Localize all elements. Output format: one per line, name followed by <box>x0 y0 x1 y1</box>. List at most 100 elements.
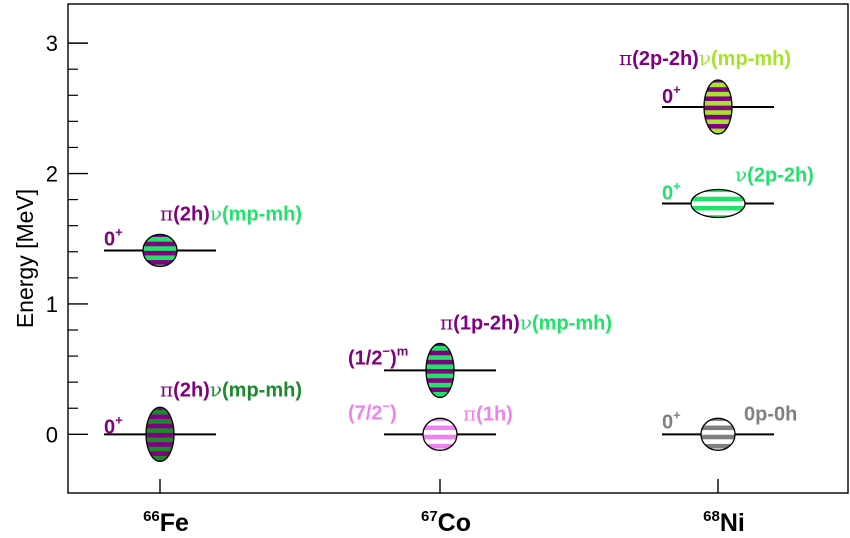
stripe <box>691 205 745 211</box>
stripe <box>704 96 732 102</box>
config-label: π(1h) <box>463 401 513 425</box>
spin-label: 0+ <box>662 82 681 108</box>
stripe <box>426 387 454 393</box>
stripe <box>146 407 174 411</box>
stripe <box>146 455 174 461</box>
stripe <box>146 414 174 420</box>
y-tick-label: 3 <box>46 31 58 56</box>
stripe <box>691 210 745 216</box>
state-ellipse-stripes <box>426 343 454 398</box>
stripe <box>146 428 174 434</box>
stripe <box>146 442 174 448</box>
stripe <box>701 443 735 449</box>
stripe <box>146 423 174 429</box>
stripe <box>146 419 174 425</box>
stripe <box>423 430 457 436</box>
stripe <box>691 196 745 202</box>
stripe <box>704 119 732 125</box>
stripe <box>704 101 732 106</box>
state-ellipse <box>703 79 733 135</box>
config-label: ν(2p-2h) <box>735 163 814 187</box>
config-label: π(1p-2h)ν(mp-mh) <box>440 310 612 334</box>
stripe <box>143 255 177 261</box>
stripe <box>143 234 177 238</box>
state-ellipse-stripes <box>704 80 732 135</box>
stripe <box>426 369 454 374</box>
config-label: π(2p-2h)ν(mp-mh) <box>619 46 791 70</box>
stripe <box>143 264 177 267</box>
stripe <box>701 448 735 451</box>
stripe <box>423 434 457 440</box>
state-ellipse <box>425 342 455 399</box>
config-label: π(2h)ν(mp-mh) <box>160 377 302 401</box>
stripe <box>691 201 745 207</box>
x-category-label: 68Ni <box>703 508 745 537</box>
y-axis-label: Energy [MeV] <box>12 189 38 328</box>
state-ellipse <box>700 417 736 451</box>
stripe <box>143 246 177 252</box>
stripe <box>146 432 174 438</box>
stripe <box>691 189 745 193</box>
stripe <box>426 355 454 361</box>
stripe <box>691 215 745 218</box>
stripe <box>704 82 732 88</box>
stripe <box>426 378 454 384</box>
state-ellipse-stripes <box>423 418 457 451</box>
stripe <box>143 250 177 256</box>
stripe <box>704 87 732 93</box>
stripe <box>423 425 457 431</box>
stripe <box>146 437 174 443</box>
spin-label: 0+ <box>662 179 681 205</box>
stripe <box>146 409 174 415</box>
stripe <box>704 105 732 111</box>
y-tick-label: 0 <box>46 422 58 447</box>
stripe <box>426 364 454 370</box>
state-ellipse <box>142 233 178 268</box>
y-tick-label: 1 <box>46 292 58 317</box>
spin-label: (7/2−) <box>348 398 397 424</box>
stripe <box>704 114 732 120</box>
stripe <box>701 434 735 440</box>
stripe <box>146 446 174 452</box>
stripe <box>426 373 454 379</box>
spin-label: (1/2−)m <box>348 343 408 369</box>
config-label: 0p-0h <box>744 403 797 425</box>
stripe <box>701 430 735 436</box>
stripe <box>704 110 732 116</box>
state-ellipse-stripes <box>143 234 177 267</box>
config-label: π(2h)ν(mp-mh) <box>160 201 302 225</box>
stripe <box>704 128 732 134</box>
spin-label: 0+ <box>104 412 123 438</box>
x-category-label: 66Fe <box>143 508 189 537</box>
stripe <box>423 418 457 422</box>
stripe <box>691 192 745 198</box>
spin-label: 0+ <box>104 224 123 250</box>
spin-label: 0+ <box>662 407 681 433</box>
labels-layer: 0+ π(2h)ν(mp-mh) 0+ π(2h)ν(mp-mh) (7/2−) π(1h… <box>104 46 814 438</box>
stripe <box>423 439 457 445</box>
stripe <box>423 420 457 426</box>
stripe <box>701 420 735 426</box>
stripe <box>704 91 732 97</box>
state-ellipse-stripes <box>146 407 174 462</box>
stripe <box>146 451 174 457</box>
state-ellipse <box>422 417 458 451</box>
state-ellipse <box>690 188 746 219</box>
stripe <box>143 260 177 265</box>
stripe <box>426 343 454 347</box>
stripe <box>701 439 735 445</box>
y-tick-label: 2 <box>46 162 58 187</box>
stripe <box>426 382 454 388</box>
state-ellipse-stripes <box>701 418 735 451</box>
state-ellipse <box>145 406 175 462</box>
axes: 0 1 2 3 Energy [MeV] 66Fe 67Co 68Ni <box>12 3 849 537</box>
stripe <box>143 237 177 242</box>
stripe <box>701 418 735 422</box>
stripe <box>701 425 735 431</box>
stripe <box>426 350 454 356</box>
plot-frame <box>67 3 849 494</box>
x-category-label: 67Co <box>421 508 471 537</box>
stripe <box>704 124 732 129</box>
stripe <box>143 241 177 247</box>
